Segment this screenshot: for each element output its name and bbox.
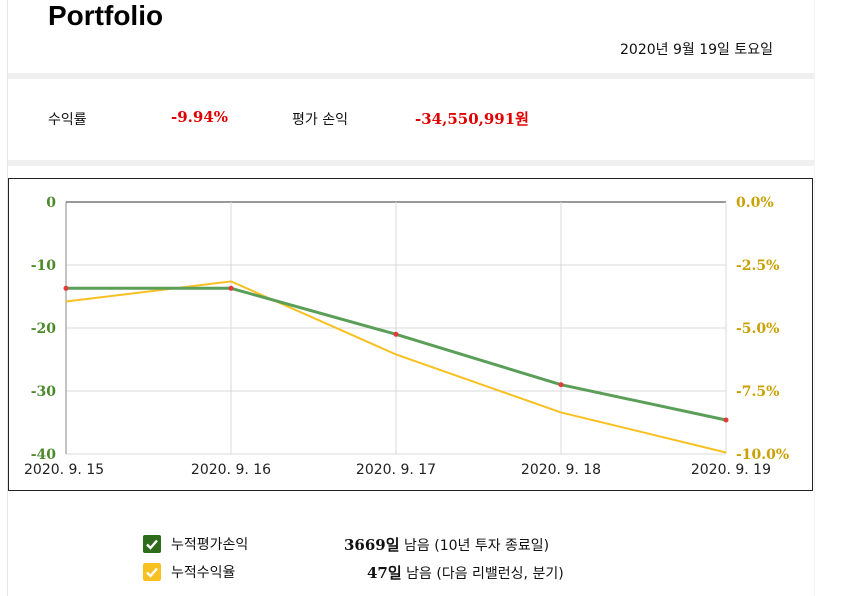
pnl-label: 평가 손익	[292, 112, 348, 128]
section-divider	[8, 73, 814, 79]
y-left-tick-label: -10	[31, 258, 57, 274]
return-label: 수익률	[48, 112, 87, 128]
data-point-pnl	[723, 417, 729, 423]
y-left-tick-label: -20	[31, 321, 57, 337]
data-point-pnl	[393, 331, 399, 337]
y-left-tick-label: -40	[31, 447, 57, 463]
legend-label: 누적평가손익	[171, 537, 249, 553]
return-value: -9.94%	[171, 108, 229, 126]
y-left-tick-label: -30	[31, 384, 57, 400]
days-left-count: 3669일	[344, 536, 400, 554]
data-point-pnl	[558, 382, 564, 388]
pnl-value: -34,550,991원	[415, 110, 529, 128]
legend-item-return[interactable]: 누적수익율	[143, 562, 235, 582]
investment-days-left: 3669일 남음 (10년 투자 종료일)	[344, 534, 549, 555]
rebalance-days-count: 47일	[367, 564, 402, 582]
left-border	[7, 0, 8, 596]
y-right-tick-label: -5.0%	[736, 321, 779, 337]
legend-label: 누적수익율	[171, 565, 236, 581]
days-left-text: 남음 (10년 투자 종료일)	[404, 538, 550, 554]
rebalance-days-text: 남음 (다음 리밸런싱, 분기)	[406, 566, 564, 582]
performance-chart: 0 0.0% -10 -2.5% -20 -5.0% -30 -7.5% -40 -10.0% 20…	[8, 178, 813, 491]
y-right-tick-label: -2.5%	[736, 258, 779, 274]
section-divider	[8, 160, 814, 166]
rebalance-days-left: 47일 남음 (다음 리밸런싱, 분기)	[367, 562, 564, 583]
checkbox-checked-icon[interactable]	[143, 563, 161, 581]
current-date: 2020년 9월 19일 토요일	[620, 42, 773, 58]
x-tick-label: 2020. 9. 15	[24, 462, 104, 478]
y-left-tick-label: 0	[46, 195, 56, 211]
x-tick-label: 2020. 9. 16	[191, 462, 271, 478]
y-right-tick-label: -10.0%	[736, 447, 789, 463]
checkbox-checked-icon[interactable]	[143, 535, 161, 553]
chart-svg: 0 0.0%-10 -2.5%-20 -5.0%-30 -7.5%-40 -10.0%20…	[24, 195, 789, 478]
x-tick-label: 2020. 9. 19	[691, 462, 771, 478]
y-right-tick-label: 0.0%	[736, 195, 774, 211]
data-point-pnl	[63, 285, 69, 291]
y-right-tick-label: -7.5%	[736, 384, 779, 400]
x-tick-label: 2020. 9. 18	[521, 462, 601, 478]
legend-item-pnl[interactable]: 누적평가손익	[143, 534, 248, 554]
right-border	[814, 0, 815, 596]
x-tick-label: 2020. 9. 17	[356, 462, 436, 478]
data-point-pnl	[228, 285, 234, 291]
page-title: Portfolio	[48, 0, 164, 31]
